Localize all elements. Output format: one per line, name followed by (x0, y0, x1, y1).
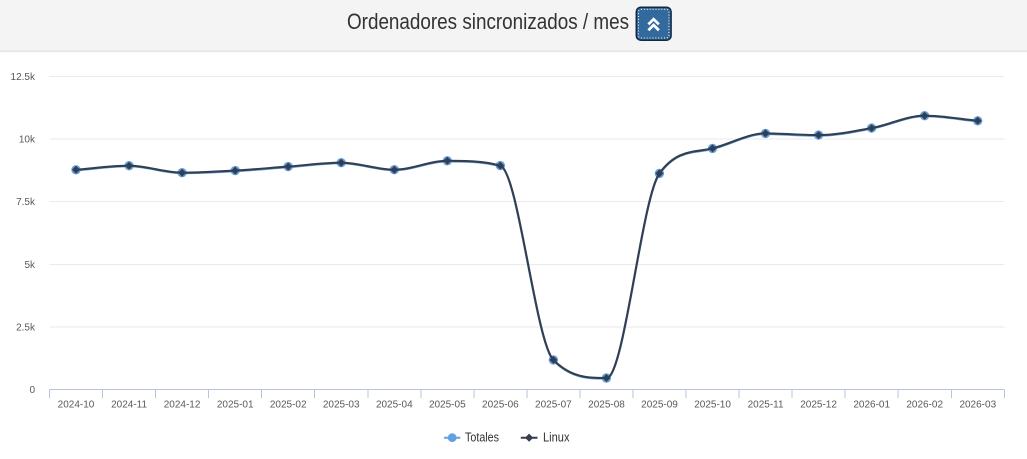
svg-text:2026-03: 2026-03 (959, 400, 996, 411)
svg-text:0: 0 (29, 385, 35, 396)
svg-text:2025-04: 2025-04 (376, 400, 413, 411)
svg-text:2025-08: 2025-08 (588, 400, 625, 411)
svg-text:2025-01: 2025-01 (217, 400, 254, 411)
svg-text:2025-02: 2025-02 (270, 400, 307, 411)
svg-text:2025-06: 2025-06 (482, 400, 519, 411)
svg-text:2026-02: 2026-02 (906, 400, 943, 411)
svg-text:2025-09: 2025-09 (641, 400, 678, 411)
svg-text:5k: 5k (24, 260, 36, 271)
svg-text:2025-03: 2025-03 (323, 400, 360, 411)
svg-text:Totales: Totales (465, 431, 499, 445)
svg-text:Linux: Linux (543, 431, 570, 445)
svg-text:2025-11: 2025-11 (748, 400, 784, 411)
svg-text:2024-12: 2024-12 (164, 400, 201, 411)
svg-text:2024-11: 2024-11 (111, 400, 147, 411)
svg-text:2026-01: 2026-01 (853, 400, 890, 411)
svg-text:2025-05: 2025-05 (429, 400, 466, 411)
svg-text:10k: 10k (19, 135, 36, 146)
svg-text:2024-10: 2024-10 (58, 400, 95, 411)
svg-text:2025-12: 2025-12 (800, 400, 837, 411)
svg-text:Ordenadores sincronizados / me: Ordenadores sincronizados / mes (347, 9, 629, 34)
svg-text:2.5k: 2.5k (16, 322, 36, 333)
svg-text:2025-07: 2025-07 (535, 400, 572, 411)
svg-text:12.5k: 12.5k (11, 72, 36, 83)
svg-text:2025-10: 2025-10 (694, 400, 731, 411)
svg-text:7.5k: 7.5k (16, 197, 36, 208)
